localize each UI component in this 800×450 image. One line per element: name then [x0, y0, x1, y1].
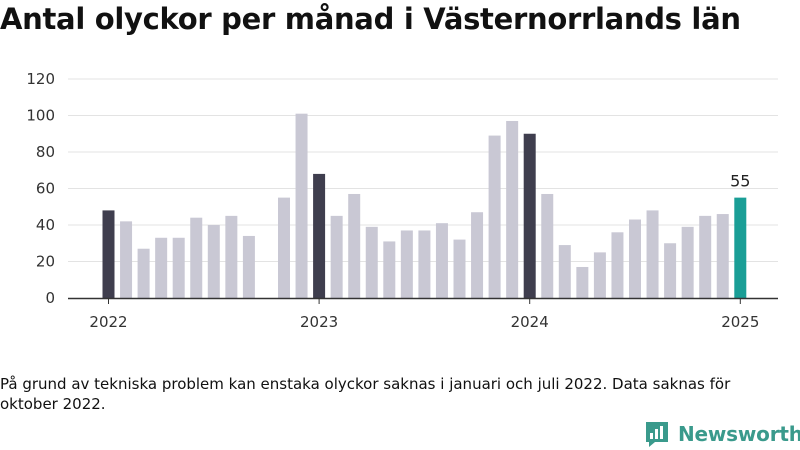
y-tick-label: 40 — [36, 216, 55, 234]
bar — [664, 243, 677, 298]
x-tick-label: 2025 — [721, 313, 759, 331]
bar — [383, 241, 396, 298]
bar — [681, 226, 694, 298]
bar — [453, 239, 466, 298]
bar — [207, 225, 220, 298]
bar — [435, 223, 448, 298]
bar — [699, 215, 712, 298]
y-tick-label: 60 — [36, 180, 55, 198]
bars — [102, 113, 747, 298]
bar — [418, 230, 431, 298]
bar — [734, 197, 747, 298]
chart-title: Antal olyckor per månad i Västernorrland… — [0, 2, 741, 36]
bar — [295, 113, 308, 298]
bar-chart: 0 20 40 60 80 100 120 2022 2023 2024 2025 55 — [26, 70, 778, 331]
y-tick-label: 100 — [26, 107, 55, 125]
bar — [102, 210, 115, 298]
bar — [278, 197, 290, 298]
y-tick-label: 120 — [26, 70, 55, 88]
bar — [558, 245, 571, 298]
grid-lines — [68, 78, 778, 262]
bar — [576, 266, 589, 298]
bar — [646, 210, 659, 298]
bar — [137, 248, 150, 298]
bar — [611, 232, 624, 298]
y-tick-label: 0 — [45, 289, 55, 307]
y-tick-label: 20 — [36, 253, 55, 271]
newsworthy-logo-icon — [646, 422, 668, 447]
bar — [155, 237, 168, 298]
bar — [506, 120, 519, 298]
data-labels: 55 — [730, 172, 750, 191]
bar — [348, 193, 361, 298]
bar — [629, 219, 641, 298]
data-label: 55 — [730, 172, 750, 191]
bar — [488, 135, 501, 298]
bar — [172, 237, 185, 298]
bar — [593, 252, 606, 298]
bar — [242, 235, 255, 298]
footnote: På grund av tekniska problem kan enstaka… — [0, 375, 731, 413]
x-tick-label: 2024 — [511, 313, 549, 331]
y-axis-ticks: 0 20 40 60 80 100 120 — [26, 70, 55, 307]
x-axis-ticks: 2022 2023 2024 2025 — [89, 298, 759, 331]
x-tick-label: 2022 — [89, 313, 127, 331]
bar — [400, 230, 413, 298]
y-tick-label: 80 — [36, 143, 55, 161]
brand-name: Newsworthy — [678, 422, 800, 446]
bar — [313, 173, 326, 298]
bar — [190, 217, 203, 298]
x-tick-label: 2023 — [300, 313, 338, 331]
bar — [523, 133, 536, 298]
bar — [716, 214, 729, 298]
bar — [365, 226, 378, 298]
brand-logo[interactable]: Newsworthy — [644, 420, 800, 448]
bar — [541, 193, 554, 298]
bar — [225, 215, 238, 298]
bar — [330, 215, 343, 298]
bar — [471, 212, 484, 298]
bar — [120, 221, 133, 298]
